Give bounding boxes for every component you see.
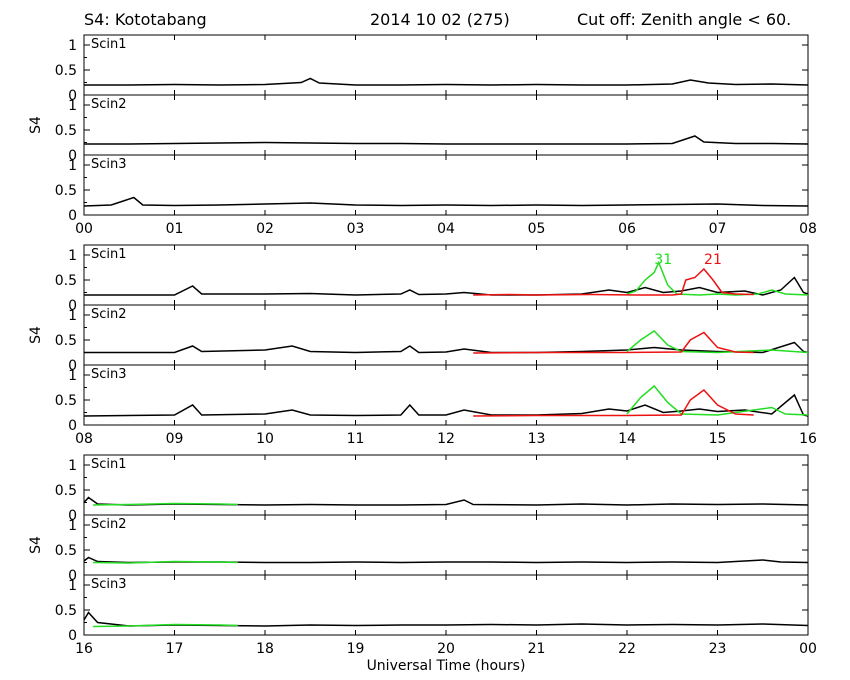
y-tick-label: 0.5 (55, 123, 77, 139)
y-tick-label: 0 (68, 418, 77, 434)
series-black-line (83, 196, 809, 207)
series-green-line (93, 502, 238, 506)
series-red-line (473, 388, 754, 417)
x-tick-label: 11 (347, 431, 365, 447)
cutoff-note: Cut off: Zenith angle < 60. (577, 10, 792, 29)
x-axis-label: Universal Time (hours) (367, 658, 526, 674)
y-tick-label: 1 (68, 308, 77, 324)
series-black-line (84, 77, 809, 86)
x-tick-label: 00 (75, 221, 93, 237)
panel-frame (83, 454, 809, 516)
satellite-label-31: 31 (654, 252, 672, 268)
panel-frame (83, 34, 809, 96)
x-tick-label: 14 (618, 431, 636, 447)
x-tick-label: 05 (528, 221, 546, 237)
panel-frame (83, 514, 809, 576)
panel-label: Scin1 (91, 37, 127, 52)
x-tick-label: 12 (437, 431, 455, 447)
x-tick-label: 13 (528, 431, 546, 447)
series-green-line (626, 330, 809, 354)
y-tick-label: 1 (68, 98, 77, 114)
y-tick-label: 1 (68, 368, 77, 384)
y-tick-label: 0.5 (55, 63, 77, 79)
panel-frame (83, 364, 809, 426)
x-tick-label: 09 (166, 431, 184, 447)
y-tick-label: 0 (68, 508, 77, 524)
panel-label: Scin1 (91, 247, 127, 262)
panel-frame (83, 574, 809, 636)
x-tick-label: 10 (256, 431, 274, 447)
y-tick-label: 0 (68, 568, 77, 584)
series-black-line (84, 276, 809, 296)
x-tick-label: 20 (437, 641, 455, 657)
y-tick-label: 0.5 (55, 273, 77, 289)
x-tick-label: 19 (347, 641, 365, 657)
series-black-line (84, 341, 809, 354)
panel-label: Scin1 (91, 457, 127, 472)
x-tick-label: 04 (437, 221, 455, 237)
y-tick-label: 0.5 (55, 393, 77, 409)
y-axis-label: S4 (28, 326, 44, 344)
y-tick-label: 0.5 (55, 183, 77, 199)
date-title: 2014 10 02 (275) (370, 10, 510, 29)
panel-label: Scin3 (91, 577, 127, 592)
x-tick-label: 21 (528, 641, 546, 657)
x-tick-label: 18 (256, 641, 274, 657)
series-green-line (93, 560, 238, 564)
y-tick-label: 0.5 (55, 483, 77, 499)
panel-label: Scin2 (91, 97, 127, 112)
x-tick-label: 23 (709, 641, 727, 657)
y-tick-label: 0 (68, 628, 77, 644)
y-tick-label: 0 (68, 358, 77, 374)
x-tick-label: 06 (618, 221, 636, 237)
series-green-line (93, 623, 238, 628)
y-tick-label: 1 (68, 38, 77, 54)
y-tick-label: 1 (68, 578, 77, 594)
y-tick-label: 0.5 (55, 543, 77, 559)
y-tick-label: 1 (68, 158, 77, 174)
x-tick-label: 08 (799, 221, 817, 237)
y-tick-label: 0 (68, 208, 77, 224)
panel-frame (83, 244, 809, 306)
panel-frame (83, 94, 809, 156)
x-tick-label: 00 (799, 641, 817, 657)
series-green-line (626, 260, 809, 296)
x-tick-label: 16 (799, 431, 817, 447)
panel-label: Scin2 (91, 307, 127, 322)
x-tick-label: 15 (709, 431, 727, 447)
x-tick-label: 03 (347, 221, 365, 237)
y-axis-label: S4 (28, 536, 44, 554)
panel-label: Scin2 (91, 517, 127, 532)
series-black-line (83, 393, 809, 417)
y-tick-label: 0.5 (55, 603, 77, 619)
y-tick-label: 1 (68, 458, 77, 474)
series-red-line (473, 267, 754, 296)
y-tick-label: 1 (68, 248, 77, 264)
station-title: S4: Kototabang (84, 10, 207, 29)
panel-label: Scin3 (91, 157, 127, 172)
panel-label: Scin3 (91, 367, 127, 382)
x-tick-label: 08 (75, 431, 93, 447)
y-tick-label: 0 (68, 148, 77, 164)
series-green-line (626, 384, 809, 416)
x-tick-label: 17 (166, 641, 184, 657)
y-tick-label: 1 (68, 518, 77, 534)
x-tick-label: 01 (166, 221, 184, 237)
y-axis-label: S4 (28, 116, 44, 134)
x-tick-label: 02 (256, 221, 274, 237)
y-tick-label: 0 (68, 88, 77, 104)
x-tick-label: 22 (618, 641, 636, 657)
series-red-line (473, 331, 754, 354)
x-tick-label: 07 (709, 221, 727, 237)
x-tick-label: 16 (75, 641, 93, 657)
series-black-line (84, 135, 809, 145)
y-tick-label: 0.5 (55, 333, 77, 349)
satellite-label-21: 21 (704, 252, 722, 268)
y-tick-label: 0 (68, 298, 77, 314)
